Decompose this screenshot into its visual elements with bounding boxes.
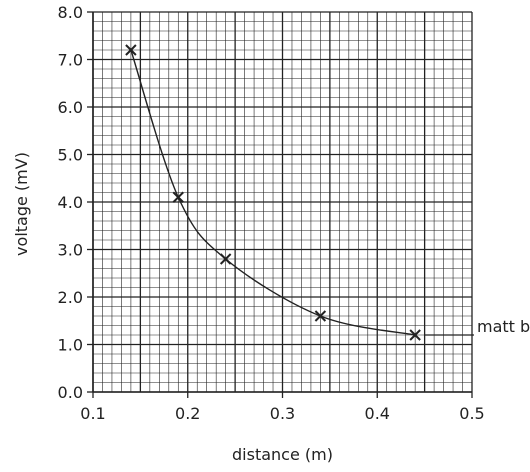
x-tick-label: 0.1 (80, 404, 105, 423)
y-tick-label: 2.0 (58, 288, 83, 307)
data-point (172, 191, 184, 203)
y-tick-label: 5.0 (58, 146, 83, 165)
axes (87, 11, 473, 398)
y-tick-label: 3.0 (58, 241, 83, 260)
y-axis-title: voltage (mV) (12, 152, 31, 256)
y-tick-label: 0.0 (58, 383, 83, 402)
y-tick-label: 8.0 (58, 3, 83, 22)
annotation-matt-black: matt black (477, 317, 530, 336)
x-tick-label: 0.2 (175, 404, 200, 423)
y-tick-label: 1.0 (58, 336, 83, 355)
y-tick-label: 4.0 (58, 193, 83, 212)
x-tick-label: 0.5 (459, 404, 484, 423)
data-points (125, 44, 421, 341)
tick-labels: 0.1 0.2 0.3 0.4 0.5 0.0 1.0 2.0 3.0 4.0 5.0 6.0 7.0 8… (58, 3, 485, 423)
data-point (409, 329, 421, 341)
data-point (219, 253, 232, 265)
y-tick-label: 6.0 (58, 98, 83, 117)
grid (92, 11, 473, 393)
x-axis-title: distance (m) (232, 445, 333, 464)
data-point (125, 44, 137, 56)
y-tick-label: 7.0 (58, 51, 83, 70)
data-point (314, 310, 327, 322)
x-tick-label: 0.4 (365, 404, 390, 423)
x-tick-label: 0.3 (270, 404, 295, 423)
